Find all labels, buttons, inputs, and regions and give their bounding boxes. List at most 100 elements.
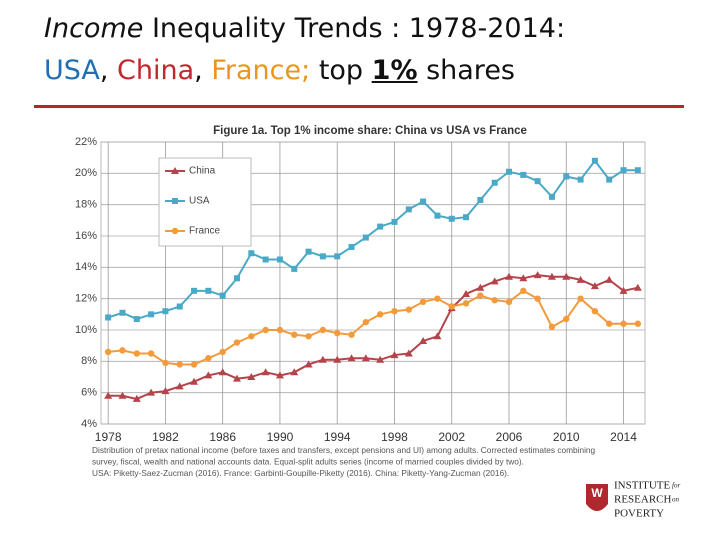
- marker: [361, 354, 370, 362]
- x-tick-label: 2010: [553, 430, 580, 444]
- marker: [376, 355, 385, 363]
- series-line: [108, 274, 639, 400]
- x-tick-label: 1986: [209, 430, 236, 444]
- marker: [219, 348, 226, 356]
- legend-label: USA: [189, 196, 210, 207]
- title-part: USA: [44, 55, 100, 86]
- marker: [248, 250, 255, 257]
- y-tick-label: 6%: [81, 387, 97, 399]
- marker: [305, 333, 312, 340]
- marker: [348, 243, 355, 250]
- marker: [205, 355, 212, 362]
- marker: [291, 331, 298, 338]
- marker: [218, 368, 227, 376]
- marker: [191, 287, 198, 294]
- marker: [276, 326, 284, 334]
- marker: [576, 275, 585, 283]
- slide-title: Income Inequality Trends : 1978-2014: US…: [44, 8, 565, 92]
- marker: [448, 303, 455, 310]
- title-part: Income: [44, 13, 144, 44]
- marker: [448, 215, 455, 222]
- marker: [533, 271, 542, 279]
- title-part: shares: [417, 55, 515, 86]
- marker: [463, 214, 470, 221]
- y-tick-label: 16%: [75, 230, 97, 242]
- x-tick-label: 1990: [267, 430, 294, 444]
- legend-label: France: [189, 226, 221, 237]
- marker: [404, 349, 413, 357]
- marker: [606, 176, 613, 183]
- marker: [171, 227, 179, 235]
- marker: [477, 292, 484, 299]
- marker: [171, 167, 179, 174]
- marker: [318, 355, 327, 363]
- title-part: France;: [211, 55, 311, 86]
- marker: [505, 272, 513, 280]
- marker: [420, 198, 427, 205]
- x-tick-label: 1982: [152, 430, 179, 444]
- y-tick-label: 14%: [75, 261, 97, 273]
- title-part: 1%: [371, 55, 418, 86]
- marker: [275, 371, 284, 379]
- footnote: USA: Piketty-Saez-Zucman (2016). France:…: [92, 468, 509, 478]
- y-tick-label: 20%: [75, 167, 97, 179]
- title-part: ,: [99, 55, 118, 86]
- marker: [132, 394, 141, 402]
- marker: [434, 212, 441, 219]
- marker: [476, 283, 485, 291]
- marker: [362, 318, 370, 326]
- marker: [176, 361, 183, 368]
- marker: [290, 368, 299, 376]
- logo-mark: W: [591, 486, 603, 500]
- marker: [462, 300, 470, 307]
- logo-text: for: [672, 482, 680, 490]
- marker: [633, 283, 642, 291]
- marker: [547, 272, 556, 280]
- marker: [606, 320, 613, 327]
- marker: [291, 265, 298, 272]
- marker: [391, 308, 398, 315]
- x-tick-label: 1978: [95, 430, 122, 444]
- marker: [176, 303, 183, 310]
- marker: [248, 333, 255, 340]
- marker: [591, 308, 599, 315]
- marker: [305, 248, 312, 255]
- marker: [577, 295, 584, 302]
- y-tick-label: 4%: [81, 418, 97, 430]
- marker: [262, 256, 269, 263]
- title-line: Income Inequality Trends : 1978-2014:: [44, 8, 565, 50]
- marker: [634, 167, 641, 174]
- y-tick-label: 22%: [75, 136, 97, 148]
- marker: [519, 274, 528, 282]
- marker: [462, 289, 471, 297]
- marker: [591, 157, 598, 164]
- marker: [419, 298, 427, 305]
- marker: [405, 306, 412, 313]
- marker: [261, 368, 270, 376]
- logo-text: on: [672, 496, 680, 504]
- marker: [419, 336, 428, 344]
- marker: [391, 218, 398, 225]
- marker: [434, 295, 441, 302]
- marker: [563, 315, 570, 323]
- marker: [148, 311, 155, 318]
- marker: [362, 234, 369, 241]
- marker: [590, 282, 599, 290]
- logo-text: RESEARCH: [614, 494, 672, 506]
- marker: [491, 179, 498, 186]
- marker: [104, 348, 112, 356]
- marker: [190, 361, 198, 368]
- marker: [577, 176, 584, 183]
- x-tick-label: 1998: [381, 430, 408, 444]
- marker: [162, 359, 169, 367]
- marker: [534, 178, 541, 185]
- marker: [491, 297, 498, 304]
- marker: [433, 332, 442, 340]
- logo-text: INSTITUTE: [614, 480, 670, 492]
- marker: [105, 314, 112, 321]
- title-line: USA, China, France; top 1% shares: [44, 50, 565, 92]
- marker: [333, 355, 342, 363]
- marker: [276, 256, 283, 263]
- marker: [119, 309, 126, 316]
